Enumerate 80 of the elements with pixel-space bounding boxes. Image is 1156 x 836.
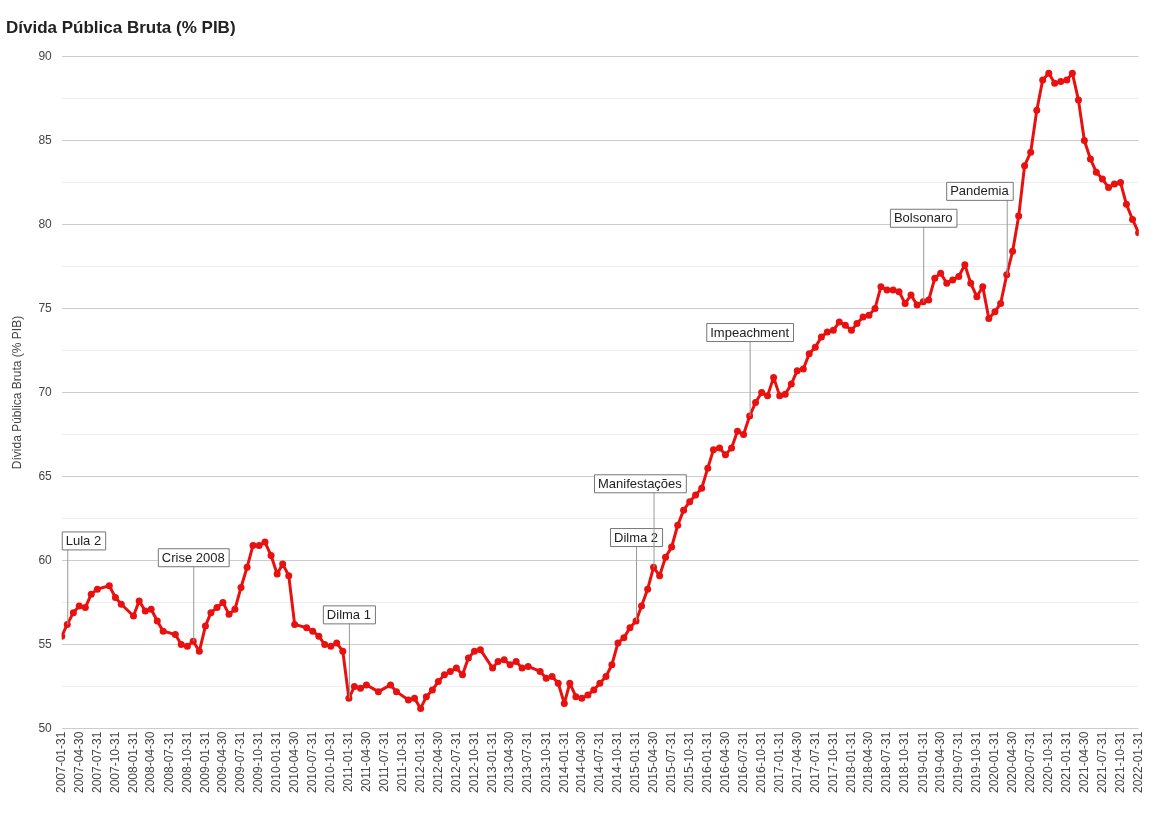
x-tick-label: 2020-04-30 <box>1004 731 1019 794</box>
x-tick-label: 2017-07-31 <box>807 731 822 794</box>
annotation: Bolsonaro <box>893 210 953 226</box>
x-tick-label: 2019-01-31 <box>915 731 930 794</box>
x-tick-label: 2015-04-30 <box>645 731 660 794</box>
annotation: Manifestações <box>598 475 683 491</box>
x-tick-label: 2017-01-31 <box>772 731 787 794</box>
y-tick-label: 85 <box>38 132 53 147</box>
x-tick-label: 2019-07-31 <box>951 731 966 794</box>
x-tick-label: 2022-01-31 <box>1130 731 1145 794</box>
x-tick-label: 2007-07-31 <box>89 731 104 794</box>
x-tick-label: 2008-07-31 <box>161 731 176 794</box>
x-tick-label: 2014-04-30 <box>574 731 589 794</box>
y-tick-label: 55 <box>38 636 53 651</box>
x-tick-label: 2008-10-31 <box>179 731 194 794</box>
x-tick-label: 2011-04-30 <box>358 731 373 793</box>
x-tick-label: 2013-04-30 <box>502 731 517 794</box>
y-tick-label: 80 <box>38 216 53 231</box>
annotation: Dilma 2 <box>614 529 659 545</box>
x-tick-label: 2007-10-31 <box>107 731 122 794</box>
y-tick-label: 60 <box>38 552 53 567</box>
x-tick-label: 2015-01-31 <box>628 731 643 794</box>
annotation: Lula 2 <box>65 533 102 548</box>
annotation: Impeachment <box>710 324 790 340</box>
x-tick-label: 2011-01-31 <box>341 731 356 793</box>
x-tick-label: 2012-01-31 <box>412 731 427 794</box>
x-tick-label: 2016-04-30 <box>717 731 732 794</box>
x-tick-label: 2020-10-31 <box>1041 731 1056 794</box>
x-tick-label: 2014-10-31 <box>610 731 625 794</box>
x-tick-label: 2007-01-31 <box>54 731 69 794</box>
x-tick-label: 2009-07-31 <box>233 731 248 794</box>
x-tick-label: 2010-04-30 <box>286 731 301 794</box>
y-axis-title: Dívida Pública Bruta (% PIB) <box>9 315 24 470</box>
x-tick-label: 2018-04-30 <box>861 731 876 794</box>
x-tick-label: 2014-01-31 <box>556 731 571 794</box>
x-tick-label: 2021-10-31 <box>1112 731 1127 794</box>
x-tick-label: 2018-07-31 <box>879 731 894 794</box>
x-tick-label: 2009-01-31 <box>197 731 212 794</box>
x-tick-label: 2016-07-31 <box>735 731 750 794</box>
x-tick-label: 2018-10-31 <box>897 731 912 794</box>
annotation: Dilma 1 <box>326 606 371 622</box>
x-tick-label: 2012-04-30 <box>430 731 445 794</box>
x-tick-label: 2010-07-31 <box>305 731 320 794</box>
x-tick-label: 2008-01-31 <box>125 731 140 794</box>
x-tick-label: 2017-04-30 <box>789 731 804 794</box>
y-tick-label: 65 <box>38 468 53 483</box>
x-tick-label: 2009-04-30 <box>215 731 230 794</box>
x-tick-label: 2010-10-31 <box>323 731 338 794</box>
x-tick-label: 2017-10-31 <box>825 731 840 794</box>
x-tick-label: 2016-10-31 <box>753 731 768 794</box>
y-tick-label: 90 <box>38 48 53 63</box>
x-tick-label: 2021-01-31 <box>1059 731 1074 794</box>
x-tick-label: 2020-01-31 <box>987 731 1002 794</box>
x-tick-label: 2019-10-31 <box>969 731 984 794</box>
x-tick-label: 2013-07-31 <box>520 731 535 794</box>
x-tick-label: 2015-10-31 <box>682 731 697 794</box>
chart-title: Dívida Pública Bruta (% PIB) <box>6 17 236 37</box>
x-tick-label: 2013-10-31 <box>538 731 553 794</box>
y-tick-label: 70 <box>38 384 53 399</box>
x-tick-label: 2020-07-31 <box>1023 731 1038 794</box>
x-tick-label: 2019-04-30 <box>932 731 947 794</box>
x-tick-label: 2012-10-31 <box>466 731 481 794</box>
x-tick-label: 2010-01-31 <box>269 731 284 794</box>
x-tick-label: 2009-10-31 <box>251 731 266 794</box>
x-tick-label: 2016-01-31 <box>700 731 715 794</box>
annotation: Pandemia <box>950 183 1010 199</box>
x-tick-label: 2014-07-31 <box>592 731 607 794</box>
x-tick-label: 2018-01-31 <box>843 731 858 794</box>
annotation: Crise 2008 <box>161 549 225 565</box>
x-tick-label: 2011-07-31 <box>376 731 391 793</box>
x-tick-label: 2008-04-30 <box>143 731 158 794</box>
x-tick-label: 2011-10-31 <box>394 731 409 793</box>
y-tick-label: 75 <box>38 300 53 315</box>
x-tick-label: 2013-01-31 <box>484 731 499 794</box>
x-tick-label: 2021-07-31 <box>1094 731 1109 794</box>
x-tick-label: 2007-04-30 <box>71 731 86 794</box>
x-tick-label: 2021-04-30 <box>1076 731 1091 794</box>
x-tick-label: 2015-07-31 <box>663 731 678 794</box>
y-tick-label: 50 <box>38 720 53 735</box>
x-tick-label: 2012-07-31 <box>448 731 463 794</box>
